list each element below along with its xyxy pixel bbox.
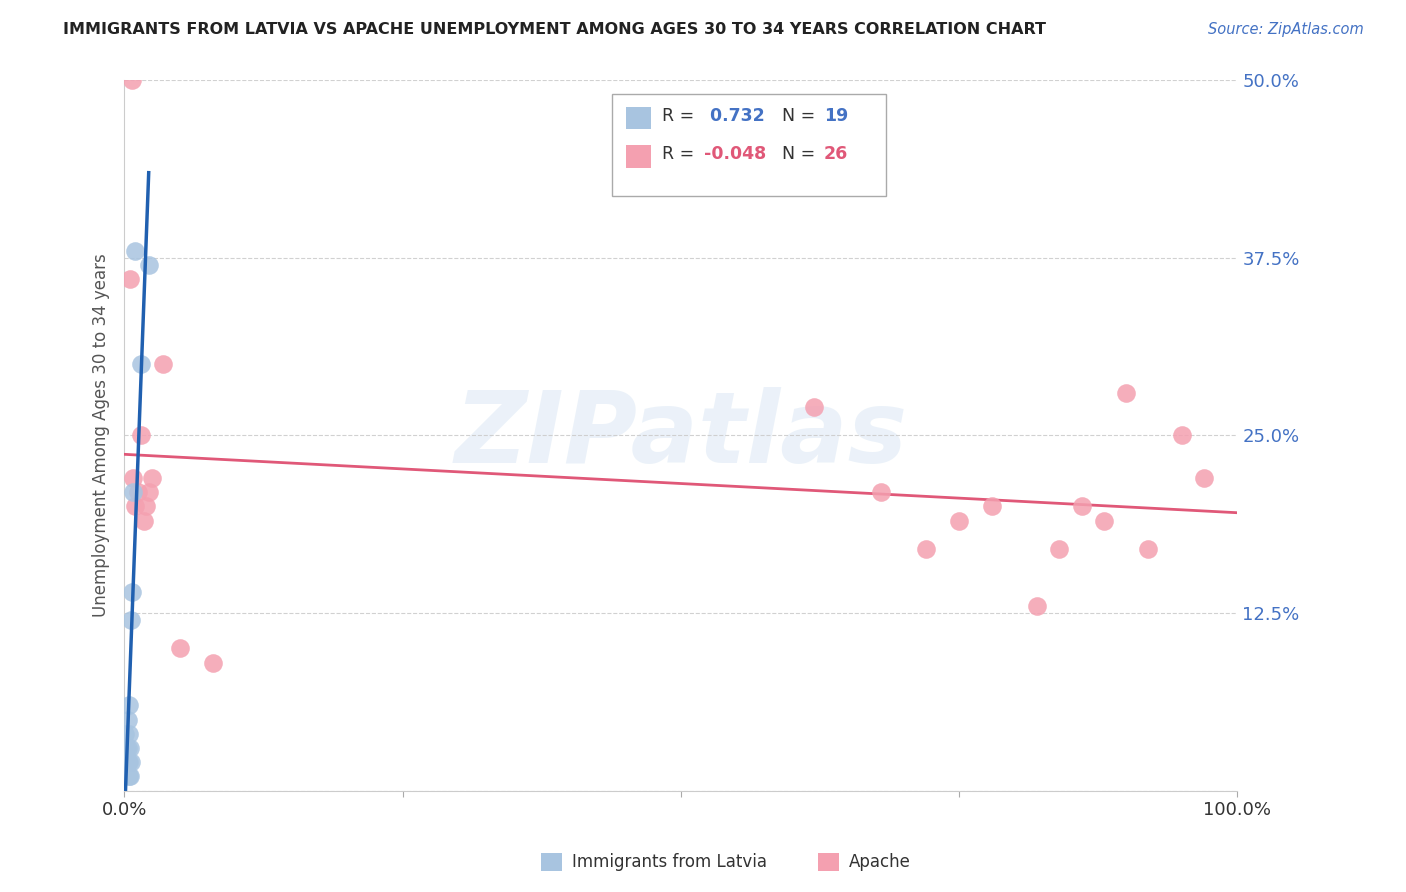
Point [118,769,141,783]
Point [117,713,139,727]
Text: N =: N = [782,107,821,125]
Point [202,656,225,670]
Point [121,584,143,599]
Point [122,485,145,500]
Point [134,514,156,528]
Point [1115,385,1137,400]
Point [1170,428,1192,442]
Point [152,357,174,371]
Y-axis label: Unemployment Among Ages 30 to 34 years: Unemployment Among Ages 30 to 34 years [93,253,110,617]
Point [118,698,141,713]
Point [914,541,936,556]
Point [169,641,191,656]
Point [1092,514,1115,528]
Text: Source: ZipAtlas.com: Source: ZipAtlas.com [1208,22,1364,37]
Text: N =: N = [782,145,821,163]
Point [118,741,141,756]
Text: -0.048: -0.048 [704,145,766,163]
Point [124,244,146,258]
Point [118,272,141,286]
Text: R =: R = [662,107,700,125]
Point [118,769,141,783]
Point [138,258,160,272]
Point [803,400,825,414]
Point [121,73,143,87]
Point [120,613,142,627]
Point [114,727,136,741]
Text: IMMIGRANTS FROM LATVIA VS APACHE UNEMPLOYMENT AMONG AGES 30 TO 34 YEARS CORRELAT: IMMIGRANTS FROM LATVIA VS APACHE UNEMPLO… [63,22,1046,37]
Point [1070,500,1092,514]
Point [114,755,136,769]
Text: Immigrants from Latvia: Immigrants from Latvia [572,853,768,871]
Point [129,357,152,371]
Text: 0.732: 0.732 [704,107,765,125]
Point [1026,599,1049,613]
Point [122,471,145,485]
Point [141,471,163,485]
Point [120,755,142,769]
Point [1047,541,1070,556]
Point [118,727,141,741]
Text: 26: 26 [824,145,848,163]
Point [115,741,138,756]
Point [118,755,141,769]
Point [138,485,160,500]
Text: R =: R = [662,145,700,163]
Point [135,500,157,514]
Point [948,514,970,528]
Point [1137,541,1160,556]
Text: ZIPatlas: ZIPatlas [454,387,907,483]
Text: 19: 19 [824,107,848,125]
Point [870,485,893,500]
Point [127,485,149,500]
Point [117,755,139,769]
Point [1192,471,1215,485]
Point [124,500,146,514]
Point [129,428,152,442]
Point [117,741,139,756]
Text: Apache: Apache [849,853,911,871]
Point [981,500,1004,514]
